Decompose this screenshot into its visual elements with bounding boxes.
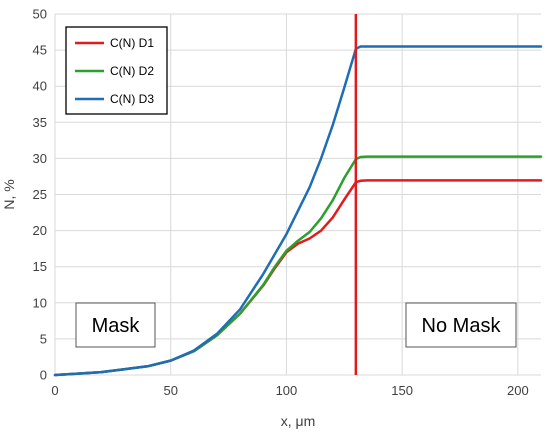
y-tick-label: 30 (33, 151, 47, 166)
x-tick-label: 150 (391, 383, 413, 398)
mask-annotation: Mask (75, 302, 156, 348)
legend-label: C(N) D1 (110, 36, 154, 50)
y-tick-label: 0 (40, 368, 47, 383)
y-tick-label: 50 (33, 7, 47, 22)
no-mask-annotation-text: No Mask (422, 315, 502, 337)
x-axis-label: x, μm (281, 413, 316, 429)
legend-label: C(N) D2 (110, 64, 154, 78)
y-tick-label: 20 (33, 223, 47, 238)
y-tick-label: 35 (33, 115, 47, 130)
series-line-3 (53, 45, 543, 377)
y-tick-label: 45 (33, 43, 47, 58)
legend-label: C(N) D3 (110, 92, 154, 106)
grid (54, 13, 541, 376)
y-tick-label: 15 (33, 259, 47, 274)
y-tick-label: 5 (40, 331, 47, 346)
y-axis-label: N, % (1, 179, 17, 209)
no-mask-annotation-box (405, 302, 517, 348)
series-lines (53, 45, 543, 377)
legend: C(N) D1 C(N) D2 C(N) D3 (65, 26, 168, 115)
mask-annotation-box (75, 302, 156, 348)
mask-annotation-text: Mask (92, 315, 141, 337)
no-mask-annotation: No Mask (405, 302, 517, 348)
x-tick-label: 200 (507, 383, 529, 398)
y-tick-label: 25 (33, 187, 47, 202)
y-tick-labels: 0 5 10 15 20 25 30 35 40 45 50 (33, 7, 47, 383)
y-tick-label: 10 (33, 295, 47, 310)
x-tick-labels: 0 50 100 150 200 (51, 383, 528, 398)
x-tick-label: 0 (51, 383, 58, 398)
y-tick-label: 40 (33, 79, 47, 94)
x-tick-label: 50 (163, 383, 177, 398)
x-tick-label: 100 (276, 383, 298, 398)
